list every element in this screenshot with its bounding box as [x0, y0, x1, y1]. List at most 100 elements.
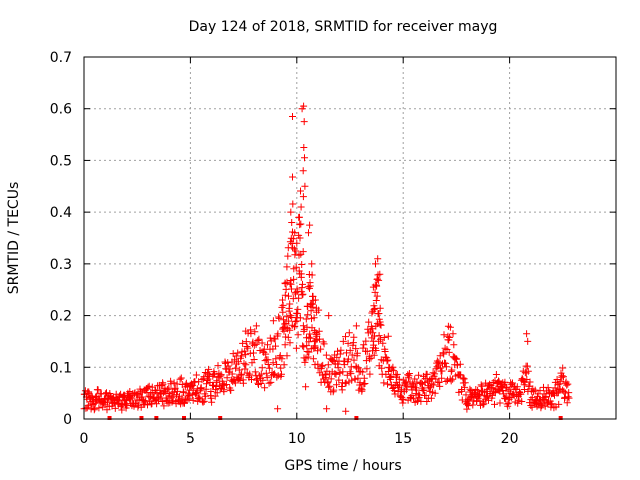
data-point — [286, 300, 294, 308]
data-point — [244, 344, 252, 352]
data-point — [306, 221, 314, 229]
data-point — [289, 113, 296, 120]
data-point — [353, 349, 361, 357]
data-point — [404, 371, 412, 379]
data-point — [316, 335, 323, 343]
y-tick-label: 0.4 — [50, 205, 72, 221]
data-point — [173, 387, 181, 395]
data-point — [362, 337, 370, 345]
data-point — [252, 322, 260, 330]
data-point — [344, 355, 352, 363]
data-point — [440, 331, 448, 339]
data-point — [298, 261, 306, 268]
data-point — [504, 402, 512, 410]
data-point — [376, 270, 384, 278]
data-point — [390, 387, 398, 395]
data-point — [303, 348, 311, 355]
data-point — [438, 367, 446, 375]
data-point — [255, 335, 263, 343]
data-point — [308, 260, 316, 268]
data-point — [306, 330, 314, 338]
data-point — [337, 346, 345, 354]
data-point — [220, 388, 228, 396]
data-point — [299, 248, 307, 256]
data-point — [375, 332, 383, 340]
data-point — [281, 291, 289, 299]
data-point — [223, 374, 231, 382]
data-point — [445, 348, 453, 356]
data-point — [222, 381, 230, 388]
data-point — [297, 203, 305, 211]
data-point — [405, 370, 413, 377]
data-point — [560, 387, 568, 395]
y-tick-label: 0.1 — [50, 360, 72, 376]
data-point — [429, 369, 437, 377]
data-point — [269, 317, 277, 325]
data-point — [513, 383, 521, 391]
data-point — [387, 373, 394, 381]
data-point — [461, 379, 469, 387]
data-point — [279, 308, 287, 316]
data-point — [436, 352, 444, 360]
data-point — [317, 345, 325, 353]
data-point — [250, 341, 258, 349]
data-point — [384, 380, 391, 388]
data-point — [375, 276, 383, 284]
data-point — [376, 318, 384, 326]
data-point — [319, 361, 327, 369]
data-point-zero — [354, 416, 359, 420]
data-point — [299, 290, 307, 298]
data-point — [261, 384, 269, 392]
data-point — [217, 371, 225, 379]
data-point — [252, 340, 260, 348]
data-point — [524, 367, 532, 375]
data-point — [374, 255, 382, 263]
data-point — [262, 369, 270, 377]
data-point — [285, 292, 292, 300]
data-point — [346, 346, 354, 354]
data-point — [241, 365, 249, 373]
data-point — [361, 380, 369, 387]
data-point-zero — [218, 416, 223, 420]
data-point — [323, 405, 331, 413]
data-point — [309, 355, 317, 363]
y-tick-label: 0.3 — [50, 257, 72, 273]
data-point — [330, 386, 338, 394]
data-point — [265, 379, 273, 387]
data-point — [327, 375, 335, 383]
data-point — [555, 400, 563, 408]
data-point — [563, 399, 571, 407]
data-point — [442, 363, 450, 371]
data-point — [297, 220, 305, 228]
data-point — [374, 271, 382, 279]
y-tick-label: 0.2 — [50, 309, 72, 325]
y-tick-label: 0.5 — [50, 153, 72, 169]
data-point — [430, 381, 438, 389]
data-point — [456, 360, 464, 368]
data-point — [352, 322, 360, 330]
data-point — [293, 239, 301, 247]
data-point — [339, 337, 347, 345]
data-point — [342, 333, 349, 341]
data-point — [297, 270, 305, 278]
data-point — [238, 370, 246, 378]
data-point — [372, 260, 379, 268]
data-point — [518, 398, 526, 405]
data-point — [95, 404, 103, 412]
data-point — [305, 229, 312, 237]
data-point — [242, 351, 250, 359]
data-point — [314, 347, 322, 355]
data-point — [253, 376, 260, 384]
data-point-zero — [139, 416, 144, 420]
data-point — [267, 378, 275, 386]
data-point — [461, 383, 469, 391]
data-point — [324, 378, 332, 386]
data-point — [448, 366, 456, 374]
data-point — [289, 244, 297, 252]
data-point — [469, 401, 477, 409]
data-point — [298, 291, 306, 299]
data-point — [308, 271, 316, 279]
data-point — [248, 376, 255, 383]
data-point — [423, 370, 431, 378]
data-point — [347, 370, 355, 378]
